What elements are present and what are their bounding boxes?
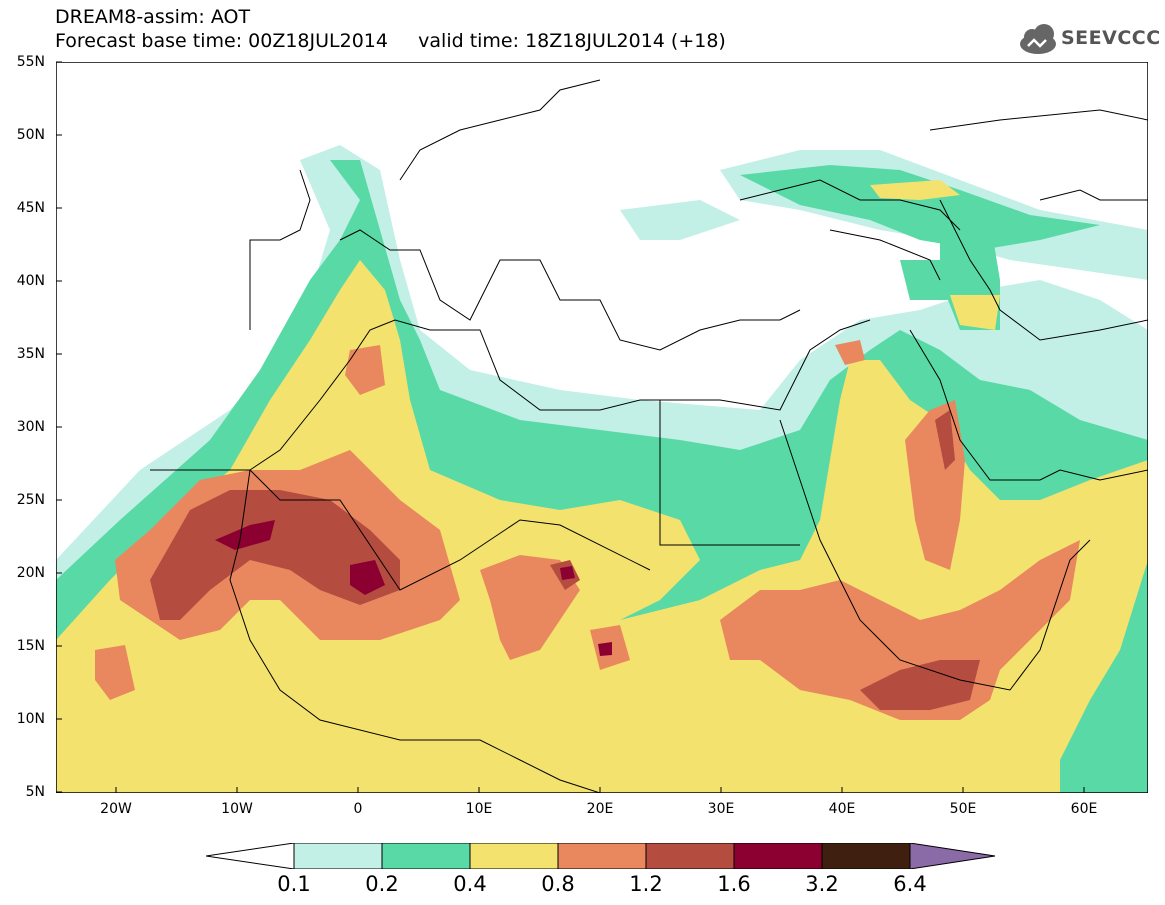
lon-label: 50E <box>949 801 977 817</box>
lat-label: 25N <box>16 492 45 508</box>
axis-ticks <box>56 61 1085 793</box>
lon-label: 0 <box>353 801 363 817</box>
colorbar-under-triangle <box>206 843 295 869</box>
colorbar-swatch <box>645 843 735 869</box>
colorbar-label: 0.2 <box>365 872 399 896</box>
lat-label: 40N <box>16 273 45 289</box>
chart-title: DREAM8-assim: AOT <box>55 6 251 28</box>
colorbar-swatch <box>821 843 911 869</box>
cloud-icon <box>1020 24 1056 54</box>
colorbar-label: 1.6 <box>717 872 751 896</box>
colorbar <box>206 843 996 869</box>
lat-label: 45N <box>16 200 45 216</box>
aot-field-1-6 <box>215 520 612 656</box>
lon-label: 40E <box>828 801 856 817</box>
colorbar-over-triangle <box>909 843 996 869</box>
lon-label: 60E <box>1070 801 1098 817</box>
colorbar-swatch <box>557 843 647 869</box>
lat-label: 50N <box>16 127 45 143</box>
colorbar-swatch <box>381 843 471 869</box>
lat-label: 5N <box>25 784 45 800</box>
colorbar-swatch <box>293 843 383 869</box>
lon-label: 20E <box>586 801 614 817</box>
seevccc-logo <box>1020 24 1056 54</box>
lat-label: 20N <box>16 565 45 581</box>
lat-label: 15N <box>16 638 45 654</box>
coastlines <box>150 79 1148 793</box>
lon-label: 20W <box>100 801 132 817</box>
lon-label: 10E <box>465 801 493 817</box>
aot-field-1-2 <box>150 410 980 710</box>
lat-label: 30N <box>16 419 45 435</box>
colorbar-label: 0.1 <box>277 872 311 896</box>
lon-label: 30E <box>707 801 735 817</box>
colorbar-label: 0.8 <box>541 872 575 896</box>
lat-label: 55N <box>16 54 45 70</box>
colorbar-label: 3.2 <box>805 872 839 896</box>
chart-subtitle-times: Forecast base time: 00Z18JUL2014 valid t… <box>55 30 726 52</box>
lat-label: 35N <box>16 346 45 362</box>
lon-label: 10W <box>221 801 253 817</box>
lat-label: 10N <box>16 711 45 727</box>
colorbar-label: 0.4 <box>453 872 487 896</box>
colorbar-label: 1.2 <box>629 872 663 896</box>
logo-text: SEEVCCC <box>1061 27 1161 49</box>
colorbar-swatch <box>469 843 559 869</box>
colorbar-swatch <box>733 843 823 869</box>
colorbar-label: 6.4 <box>893 872 927 896</box>
